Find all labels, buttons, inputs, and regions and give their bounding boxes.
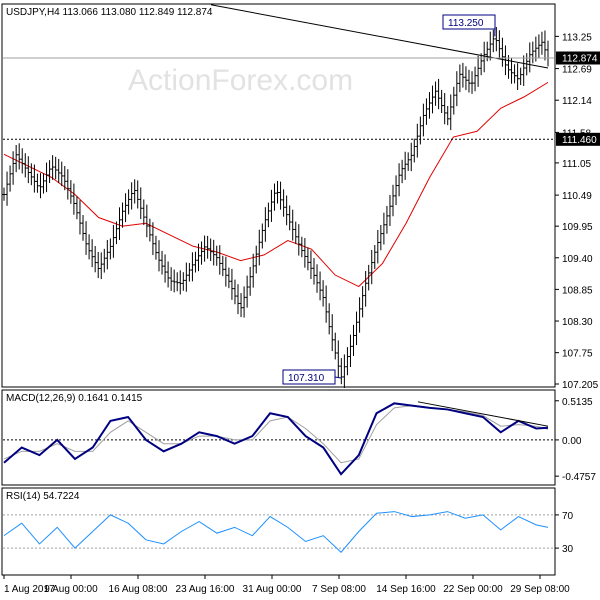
price-y-tick-label: 107.75 xyxy=(562,349,593,360)
x-tick-label: 31 Aug 00:00 xyxy=(243,584,302,595)
macd-y-tick-label: 0.5135 xyxy=(562,397,593,408)
price-y-tick-label: 108.30 xyxy=(562,317,593,328)
high-annotation-box xyxy=(442,14,496,30)
price-y-tick-label: 111.05 xyxy=(562,159,592,170)
x-tick-label: 1 Aug 2017 xyxy=(4,584,55,595)
high-annotation-label: 113.250 xyxy=(448,18,484,29)
price-panel-header: USDJPY,H4 113.066 113.080 112.849 112.87… xyxy=(6,7,213,18)
macd-signal-line xyxy=(3,405,549,464)
x-tick-label: 29 Sep 08:00 xyxy=(510,584,570,595)
x-tick-label: 22 Sep 00:00 xyxy=(443,584,503,595)
low-annotation-leader xyxy=(334,376,342,379)
x-tick-label: 7 Sep 08:00 xyxy=(312,584,366,595)
macd-panel-header: MACD(12,26,9) 0.1641 0.1415 xyxy=(6,393,143,404)
support-tag xyxy=(556,132,600,146)
watermark-text: ActionForex.com xyxy=(128,64,353,97)
macd-y-axis: 0.5135 0.00 -0.4757 xyxy=(555,397,596,483)
rsi-line xyxy=(3,511,549,553)
current-price-tag xyxy=(556,51,600,65)
x-tick-label: 9 Aug 00:00 xyxy=(44,584,98,595)
price-y-tick-label: 112.14 xyxy=(562,96,592,107)
price-bars-layer xyxy=(2,21,550,389)
current-price-label: 112.874 xyxy=(562,53,598,64)
rsi-panel-frame xyxy=(1,487,556,576)
x-tick-label: 23 Aug 16:00 xyxy=(176,584,235,595)
price-y-tick-label: 112.69 xyxy=(562,65,592,76)
price-y-tick-label: 109.95 xyxy=(562,222,593,233)
macd-trendline xyxy=(417,401,549,427)
macd-panel-frame xyxy=(1,389,556,486)
moving-average-layer xyxy=(3,81,549,288)
price-y-tick-label: 113.25 xyxy=(562,32,592,43)
low-annotation-box xyxy=(282,369,336,385)
price-y-tick-label: 109.40 xyxy=(562,254,593,265)
x-tick-label: 16 Aug 08:00 xyxy=(109,584,168,595)
support-level-label: 111.460 xyxy=(562,135,597,146)
moving-average-line xyxy=(3,81,549,288)
x-tick-label: 14 Sep 16:00 xyxy=(376,584,436,595)
rsi-y-tick-label: 70 xyxy=(562,511,574,522)
rsi-y-tick-label: 30 xyxy=(562,544,574,555)
rsi-y-axis: 70 30 xyxy=(555,511,574,555)
price-y-tick-label: 108.85 xyxy=(562,285,593,296)
price-y-tick-label: 110.49 xyxy=(562,191,592,202)
macd-y-tick-label: -0.4757 xyxy=(562,472,596,483)
price-y-axis: 113.25112.69112.14111.58111.05110.49109.… xyxy=(555,32,599,391)
low-annotation-label: 107.310 xyxy=(288,373,325,384)
macd-y-tick-label: 0.00 xyxy=(562,436,582,447)
macd-main-line xyxy=(3,402,549,476)
price-trendline xyxy=(210,4,549,69)
price-y-tick-label: 107.205 xyxy=(562,380,599,391)
rsi-panel-header: RSI(14) 54.7224 xyxy=(6,491,80,502)
